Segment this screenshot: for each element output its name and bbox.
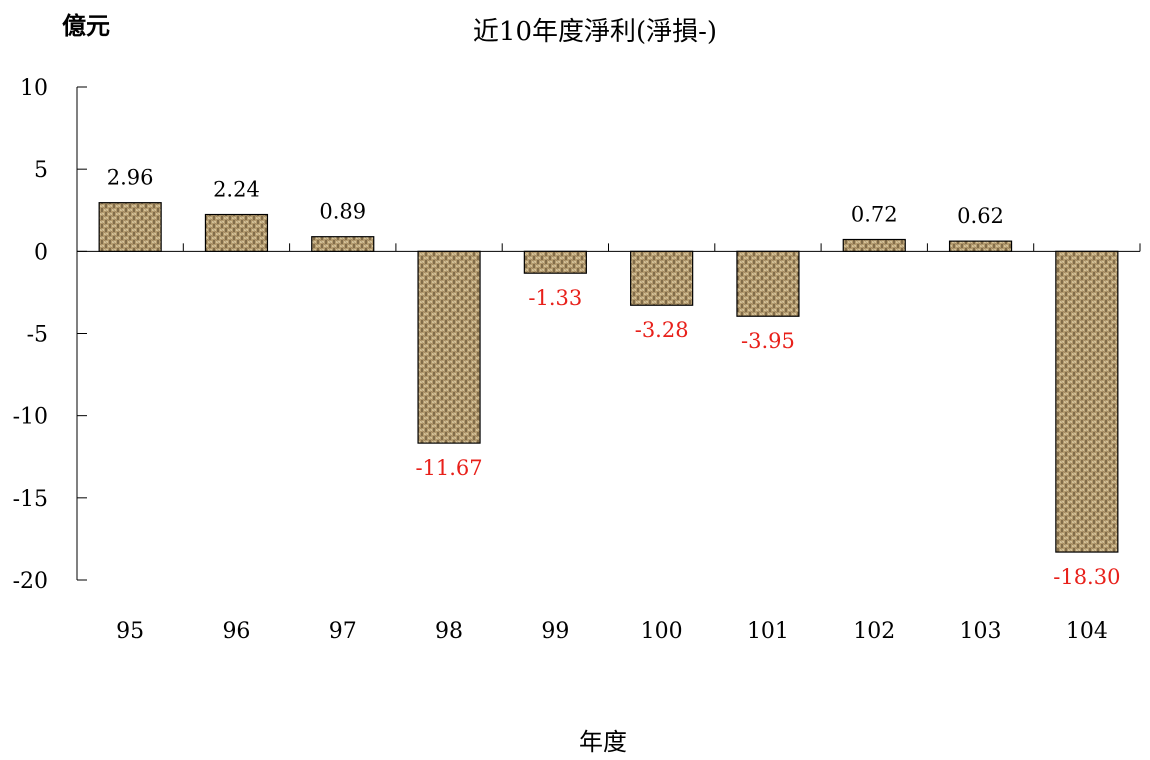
x-tick-label-95: 95 xyxy=(116,619,144,644)
x-tick-label-104: 104 xyxy=(1066,619,1108,644)
data-label-103: 0.62 xyxy=(957,204,1004,228)
x-tick-label-102: 102 xyxy=(853,619,895,644)
data-label-104: -18.30 xyxy=(1053,565,1120,589)
data-label-101: -3.95 xyxy=(741,329,795,353)
data-label-95: 2.96 xyxy=(107,166,154,190)
y-tick-label: 0 xyxy=(34,240,48,265)
bar-103 xyxy=(948,240,1013,252)
bar-101 xyxy=(736,250,800,317)
data-label-99: -1.33 xyxy=(528,286,582,310)
bar-102 xyxy=(842,238,906,252)
data-label-100: -3.28 xyxy=(635,318,689,342)
chart-title: 近10年度淨利(淨損-) xyxy=(473,17,717,47)
x-tick-label-101: 101 xyxy=(747,619,789,644)
y-axis: 10 5 0 -5 -10 -15 -20 xyxy=(13,76,87,594)
bar-96 xyxy=(204,213,269,252)
unit-label: 億元 xyxy=(62,11,110,40)
data-label-102: 0.72 xyxy=(851,203,898,227)
bar-99 xyxy=(523,250,587,274)
x-tick-label-96: 96 xyxy=(222,619,250,644)
bar-98 xyxy=(417,250,481,444)
x-tick-label-99: 99 xyxy=(541,619,569,644)
x-tick-label-98: 98 xyxy=(435,619,463,644)
bar-104 xyxy=(1055,250,1119,553)
x-tick-label-100: 100 xyxy=(641,619,683,644)
bar-95 xyxy=(98,202,162,252)
bar-97 xyxy=(311,236,375,252)
x-axis-label: 年度 xyxy=(579,728,627,756)
y-tick-label: -5 xyxy=(27,323,48,348)
y-tick-label: 10 xyxy=(20,76,48,101)
bars xyxy=(98,202,1119,553)
y-tick-label: -15 xyxy=(13,487,48,512)
x-tick-labels: 95 96 97 98 99 100 101 102 103 104 xyxy=(116,619,1108,644)
y-tick-label: -10 xyxy=(13,405,48,430)
data-labels: 2.96 2.24 0.89 -11.67 -1.33 -3.28 -3.95 0.72 0.6… xyxy=(107,166,1121,589)
y-tick-label: -20 xyxy=(13,569,48,594)
y-tick-label: 5 xyxy=(34,158,48,183)
x-tick-label-103: 103 xyxy=(960,619,1002,644)
x-tick-label-97: 97 xyxy=(329,619,357,644)
data-label-96: 2.24 xyxy=(213,178,260,202)
data-label-97: 0.89 xyxy=(319,200,366,224)
data-label-98: -11.67 xyxy=(415,456,482,480)
bar-100 xyxy=(630,250,694,306)
